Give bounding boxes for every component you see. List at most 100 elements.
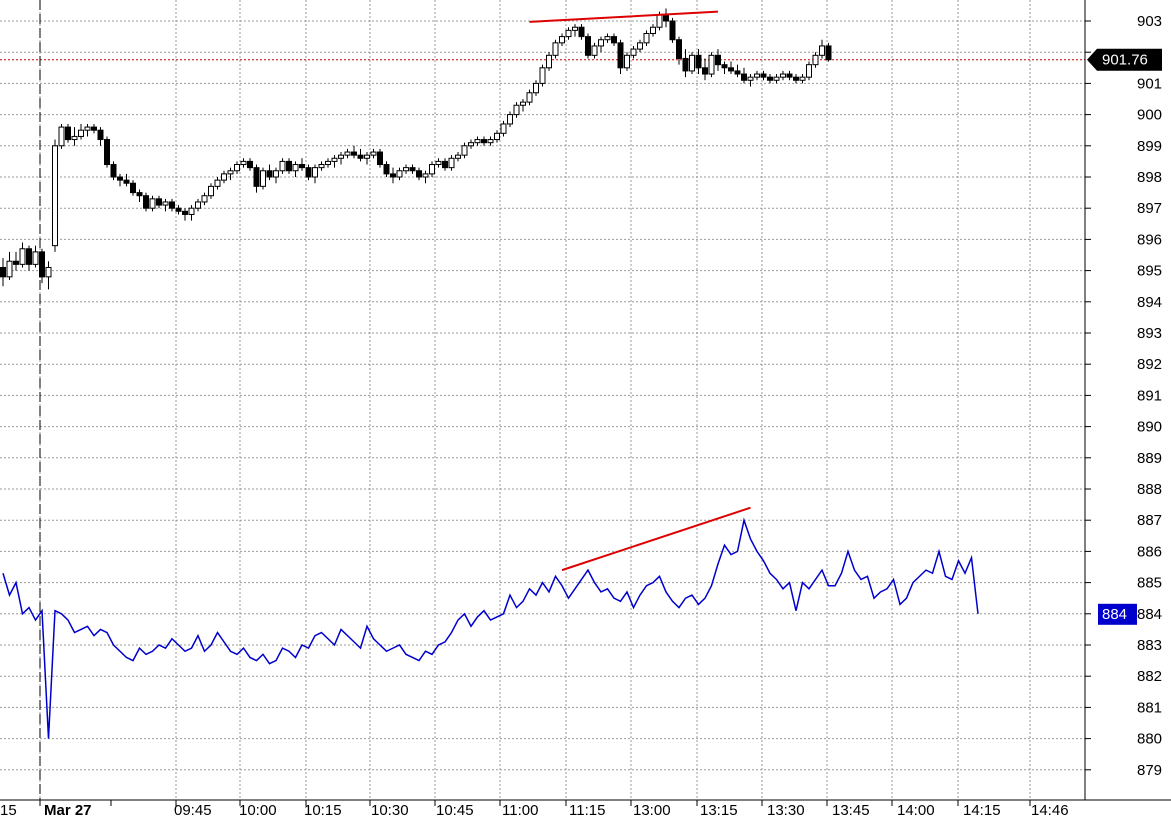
candle-up	[312, 167, 318, 178]
trendlines	[529, 10, 751, 572]
x-tick-label: 14:00	[897, 802, 935, 817]
x-tick-label: 11:00	[502, 802, 538, 817]
candle-up	[500, 123, 507, 134]
candle-up	[572, 26, 578, 31]
y-tick-label: 887	[1137, 512, 1162, 529]
candle-up	[78, 129, 84, 137]
candle-up	[819, 45, 825, 56]
grid	[0, 0, 1085, 800]
y-tick-label: 893	[1137, 325, 1162, 342]
candle-up	[292, 164, 299, 172]
candle-down	[481, 139, 487, 144]
candle-down	[97, 129, 104, 141]
x-tick-label: 13:45	[832, 802, 870, 817]
candle-up	[747, 76, 754, 81]
candle-up	[273, 170, 279, 178]
candle-up	[149, 198, 156, 209]
y-tick-label: 903	[1137, 13, 1162, 30]
y-tick-label: 885	[1137, 575, 1162, 592]
candle-up	[552, 42, 559, 56]
candle-down	[136, 192, 143, 197]
x-tick-label: 15	[0, 802, 17, 817]
trendline	[561, 506, 751, 572]
candle-up	[494, 132, 500, 141]
y-tick-label: 901	[1137, 75, 1162, 92]
candle-down	[104, 139, 110, 166]
candle-down	[825, 45, 832, 61]
candle-down	[721, 64, 728, 69]
candle-up	[812, 54, 819, 66]
candle-up	[162, 201, 169, 206]
x-tick-label: 10:15	[304, 802, 342, 817]
x-tick-label: 10:30	[371, 802, 409, 817]
y-tick-label: 892	[1137, 356, 1162, 373]
candle-up	[403, 167, 409, 172]
candle-up	[448, 157, 455, 169]
x-tick-label: 13:30	[767, 802, 805, 817]
candle-up	[71, 135, 78, 141]
candle-up	[780, 73, 786, 78]
candle-up	[656, 14, 663, 28]
candle-down	[117, 176, 123, 181]
candle-down	[351, 151, 357, 156]
candle-down	[182, 210, 188, 215]
candle-down	[585, 36, 591, 56]
candle-up	[260, 170, 266, 187]
candle-up	[526, 92, 533, 103]
x-tick-label: 09:45	[174, 802, 212, 817]
candle-down	[13, 260, 19, 265]
y-tick-label: 898	[1137, 169, 1162, 186]
candle-up	[45, 266, 52, 278]
candle-down	[357, 154, 364, 159]
x-tick-label: 14:46	[1031, 802, 1069, 817]
candle-down	[786, 73, 793, 78]
candle-down	[286, 160, 292, 172]
candle-up	[624, 54, 630, 69]
y-tick-label: 890	[1137, 419, 1162, 436]
candle-down	[143, 195, 149, 209]
candle-up	[279, 160, 286, 172]
candle-down	[611, 36, 617, 44]
last-price-tag	[1087, 48, 1162, 71]
candle-up	[546, 54, 552, 69]
x-tick-label: Mar 27	[44, 802, 92, 817]
candle-up	[19, 248, 26, 265]
candle-up	[559, 36, 565, 44]
candle-up	[240, 160, 247, 166]
candle-down	[377, 151, 383, 166]
candle-up	[643, 32, 650, 44]
candle-down	[767, 76, 773, 81]
candle-up	[370, 151, 377, 156]
x-tick-label: 11:15	[569, 802, 605, 817]
y-tick-label: 894	[1137, 294, 1162, 311]
candle-up	[604, 36, 611, 41]
candle-up	[364, 154, 370, 159]
candle-down	[175, 207, 182, 212]
candle-down	[715, 54, 721, 66]
candle-down	[266, 170, 273, 178]
candle-up	[435, 160, 442, 166]
candle-up	[325, 160, 331, 166]
y-tick-label: 897	[1137, 200, 1162, 217]
candle-up	[429, 164, 435, 175]
y-tick-label: 888	[1137, 481, 1162, 498]
price-tags: 901.76 884	[1087, 48, 1162, 625]
indicator-line	[2, 517, 979, 739]
y-tick-label: 881	[1137, 699, 1162, 716]
candle-down	[734, 70, 741, 75]
y-tick-label: 889	[1137, 450, 1162, 467]
candle-up	[689, 54, 695, 72]
candle-up	[6, 260, 13, 278]
y-tick-label: 899	[1137, 138, 1162, 155]
y-tick-label: 895	[1137, 263, 1162, 280]
candle-up	[344, 151, 351, 156]
last-value-label: 884	[1102, 606, 1127, 623]
candle-up	[637, 42, 643, 50]
candle-up	[195, 201, 201, 209]
candle-down	[299, 164, 305, 169]
candle-up	[806, 64, 812, 78]
candle-down	[26, 248, 32, 265]
